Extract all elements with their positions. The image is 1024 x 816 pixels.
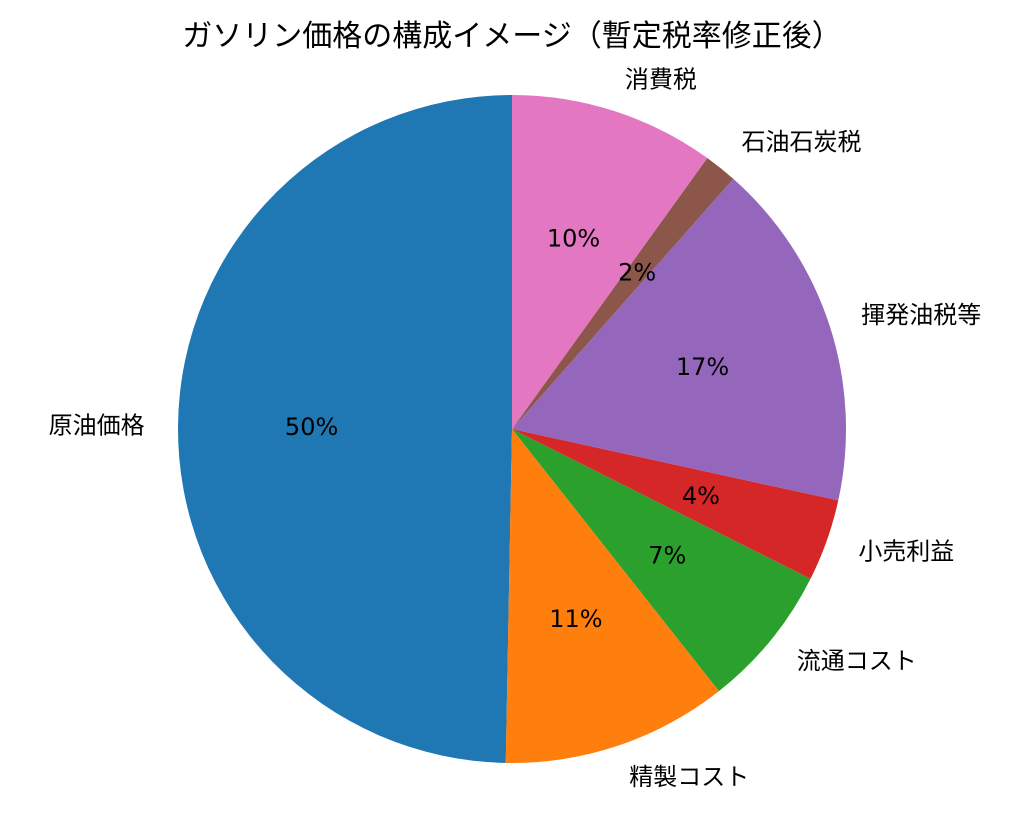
pie-slice	[512, 429, 811, 692]
slice-label: 揮発油税等	[861, 301, 981, 329]
pie-slice	[178, 95, 512, 763]
pie-slice	[512, 429, 839, 579]
pie-slice	[512, 95, 708, 429]
slice-percent-label: 10%	[547, 224, 600, 252]
pie-slice	[505, 429, 719, 763]
pie-percent-labels: 50% 11% 7% 4% 17% 2% 10%	[285, 224, 729, 633]
pie-slice	[512, 178, 846, 501]
slice-percent-label: 50%	[285, 413, 338, 441]
slice-percent-label: 11%	[549, 605, 602, 633]
slice-label: 原油価格	[49, 412, 145, 440]
slice-percent-label: 17%	[676, 353, 729, 381]
slice-label: 小売利益	[858, 538, 954, 566]
slice-percent-label: 4%	[682, 482, 720, 510]
chart-title: ガソリン価格の構成イメージ（暫定税率修正後）	[182, 19, 841, 54]
slice-label: 消費税	[625, 65, 697, 93]
slice-label: 流通コスト	[797, 647, 917, 675]
pie-slices	[178, 95, 846, 763]
slice-percent-label: 2%	[618, 258, 656, 286]
slice-label: 石油石炭税	[741, 128, 861, 156]
pie-slice	[512, 158, 734, 430]
slice-percent-label: 7%	[648, 542, 686, 570]
slice-label: 精製コスト	[629, 763, 749, 791]
